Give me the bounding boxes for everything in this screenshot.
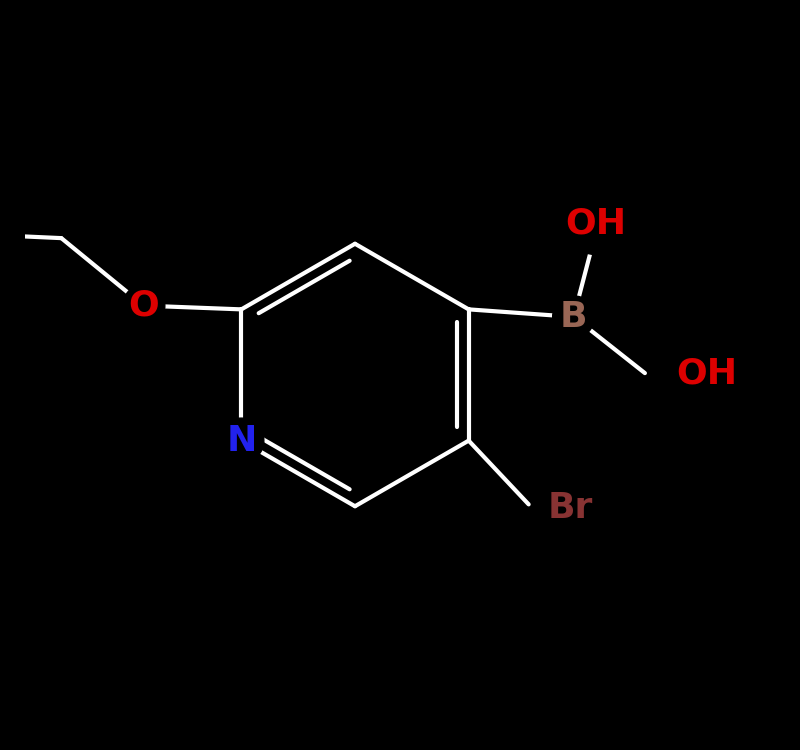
Text: N: N [226, 424, 257, 458]
Text: OH: OH [566, 206, 626, 240]
Circle shape [565, 192, 628, 255]
Text: O: O [129, 289, 159, 322]
Circle shape [219, 419, 264, 463]
Text: B: B [560, 300, 587, 334]
Text: OH: OH [677, 356, 738, 390]
Circle shape [123, 285, 165, 327]
Text: Br: Br [547, 491, 593, 525]
Circle shape [553, 296, 594, 338]
